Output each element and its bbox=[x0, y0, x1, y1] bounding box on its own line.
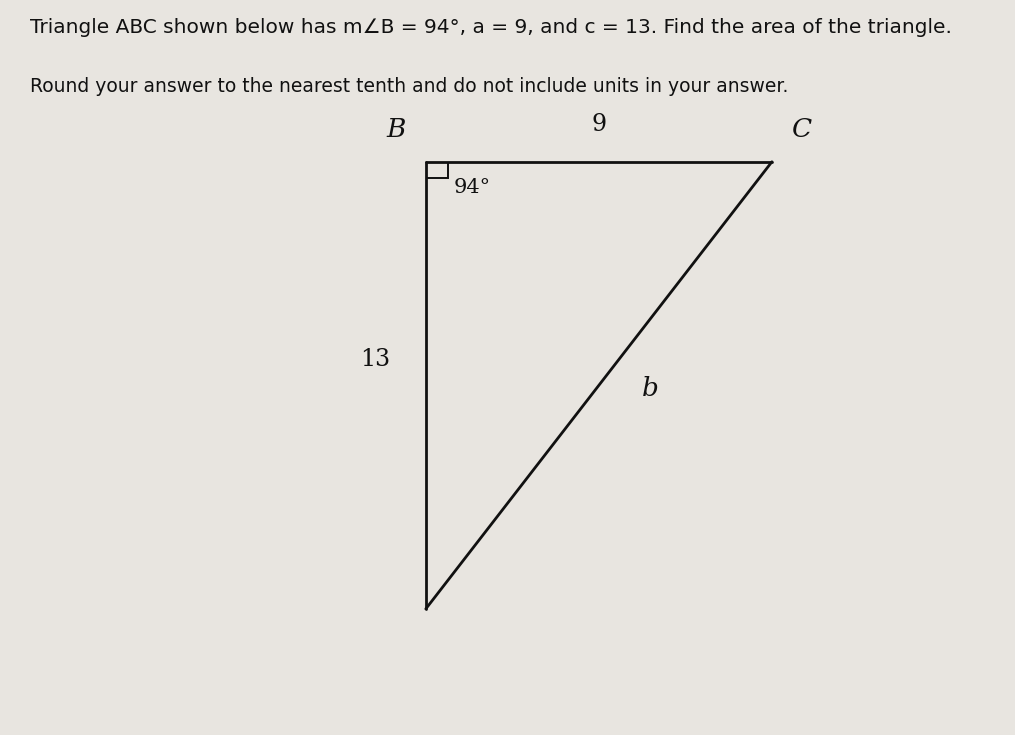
Text: Round your answer to the nearest tenth and do not include units in your answer.: Round your answer to the nearest tenth a… bbox=[30, 77, 789, 96]
Text: b: b bbox=[642, 376, 659, 401]
Text: 94°: 94° bbox=[454, 178, 490, 197]
Text: C: C bbox=[792, 117, 812, 142]
Text: 9: 9 bbox=[592, 113, 606, 136]
Text: B: B bbox=[387, 117, 406, 142]
Text: Triangle ABC shown below has m∠B = 94°, a = 9, and c = 13. Find the area of the : Triangle ABC shown below has m∠B = 94°, … bbox=[30, 18, 952, 37]
Text: 13: 13 bbox=[360, 348, 391, 371]
